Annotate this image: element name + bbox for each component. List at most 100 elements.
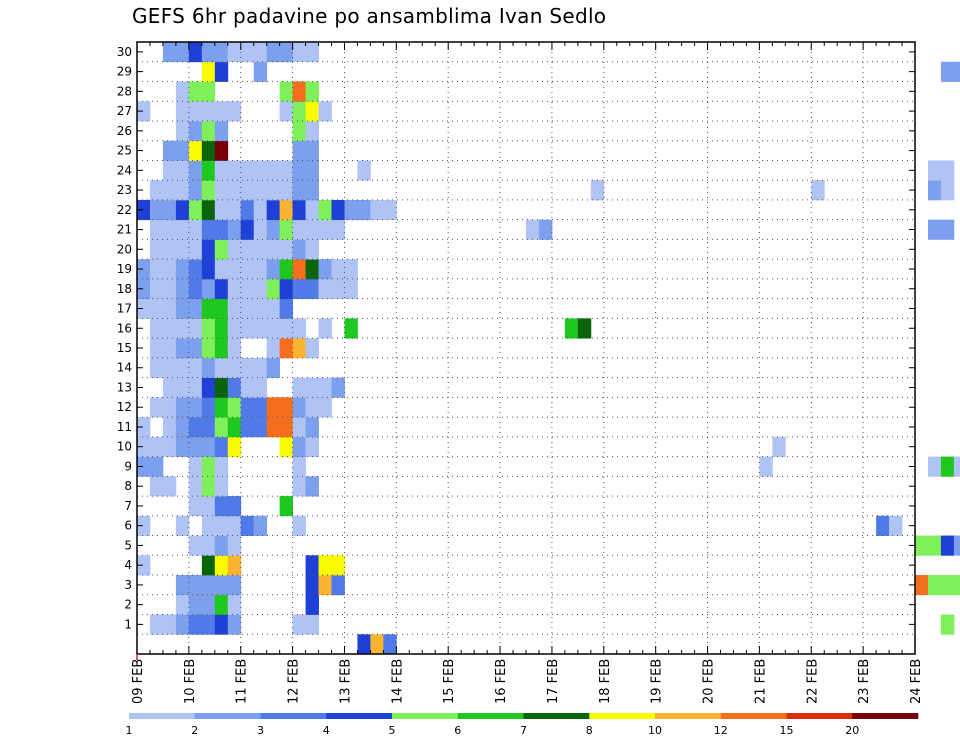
heat-cell <box>188 101 203 122</box>
heat-cell <box>292 259 306 280</box>
heat-cell <box>162 357 177 379</box>
heat-cell <box>201 298 216 319</box>
heat-cell <box>940 535 955 556</box>
heat-cell <box>137 555 151 576</box>
heat-cell <box>162 318 177 339</box>
x-tick-label: 14 FEB <box>390 659 405 704</box>
heat-cell <box>214 476 229 497</box>
heat-cell <box>915 535 929 556</box>
x-tick-label: 17 FEB <box>546 659 561 704</box>
heat-cell <box>876 515 890 536</box>
heat-cell <box>201 120 216 142</box>
heat-cell <box>175 239 190 260</box>
heat-cell <box>305 180 319 201</box>
heat-cell <box>266 278 281 300</box>
heat-cell <box>253 417 268 438</box>
heat-cell <box>201 160 216 181</box>
heat-cell <box>253 397 268 418</box>
y-tick-label: 6 <box>124 519 132 533</box>
x-tick-label: 24 FEB <box>909 659 924 704</box>
heat-cell <box>940 180 955 201</box>
heat-cell <box>279 42 293 63</box>
heat-cell <box>214 278 229 300</box>
heat-cell <box>292 219 306 240</box>
heat-cell <box>292 42 306 63</box>
heat-cell <box>253 180 268 201</box>
heat-cell <box>227 594 242 615</box>
heat-cell <box>175 180 190 201</box>
y-tick-label: 21 <box>117 223 132 237</box>
heat-cell <box>149 357 164 379</box>
heat-cell <box>266 199 281 221</box>
heat-cell <box>331 199 345 221</box>
heat-cell <box>137 417 151 438</box>
heat-cell <box>940 160 955 181</box>
heat-cell <box>137 259 151 280</box>
heat-cell <box>137 278 151 300</box>
heat-cell <box>253 199 268 221</box>
heat-cell <box>915 575 929 596</box>
heat-cell <box>137 456 151 477</box>
heat-cell <box>214 496 229 517</box>
heat-cell <box>279 219 293 240</box>
x-tick-label: 12 FEB <box>287 659 302 704</box>
y-tick-label: 16 <box>117 321 132 335</box>
heat-cell <box>162 180 177 201</box>
heat-cell <box>253 219 268 240</box>
heat-cell <box>162 397 177 418</box>
heat-cell <box>889 515 903 536</box>
heat-cell <box>240 417 255 438</box>
heat-cell <box>214 239 229 260</box>
heat-cell <box>201 61 216 82</box>
heat-cell <box>305 397 319 418</box>
heat-cell <box>175 417 190 438</box>
heat-cell <box>357 160 371 181</box>
heat-cell <box>201 239 216 260</box>
legend-swatch <box>589 713 656 719</box>
heat-cell <box>240 199 255 221</box>
heat-cell <box>175 140 190 161</box>
heat-cell <box>227 575 242 596</box>
heat-cell <box>318 199 332 221</box>
heat-cell <box>253 278 268 300</box>
heat-cell <box>240 515 255 536</box>
heat-cell <box>292 456 306 477</box>
heat-cell <box>162 338 177 359</box>
heat-cell <box>318 377 332 398</box>
heat-cell <box>240 42 255 63</box>
heat-cell <box>188 120 203 142</box>
x-tick-label: 16 FEB <box>494 659 509 704</box>
heat-cell <box>175 575 190 596</box>
heat-cell <box>214 417 229 438</box>
heat-cell <box>188 614 203 635</box>
heat-cell <box>305 377 319 398</box>
legend-swatch <box>720 713 787 719</box>
heat-cell <box>940 575 955 596</box>
heat-cell <box>214 219 229 240</box>
x-tick-label: 09 FEB <box>131 659 146 704</box>
heat-cell <box>214 436 229 457</box>
heat-cell <box>149 476 164 497</box>
heat-cell <box>188 456 203 477</box>
y-tick-label: 7 <box>124 499 132 513</box>
heat-cell <box>201 496 216 517</box>
heat-cell <box>175 81 190 102</box>
heat-cell <box>266 417 281 438</box>
heat-cell <box>318 575 332 596</box>
heat-cell <box>227 160 242 181</box>
heat-cell <box>292 476 306 497</box>
heat-cell <box>279 160 293 181</box>
legend-swatch <box>786 713 853 719</box>
heat-cell <box>927 219 942 240</box>
heat-cell <box>162 140 177 161</box>
heat-cell <box>240 278 255 300</box>
heat-cell <box>305 81 319 102</box>
heat-cell <box>214 515 229 536</box>
heat-cell <box>577 318 592 339</box>
heat-cell <box>240 239 255 260</box>
heat-cell <box>253 377 268 398</box>
heat-cell <box>759 456 773 477</box>
heat-cell <box>188 278 203 300</box>
heat-cell <box>940 61 955 82</box>
heat-cell <box>201 377 216 398</box>
